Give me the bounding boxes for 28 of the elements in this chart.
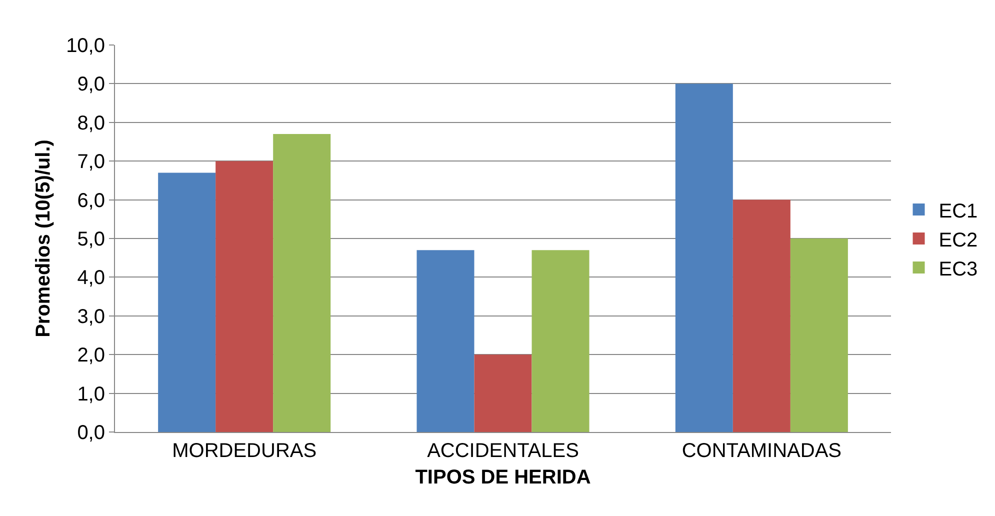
y-tick-label: 10,0 xyxy=(66,35,105,57)
bar xyxy=(474,354,532,432)
bar xyxy=(216,161,274,432)
bar xyxy=(158,172,216,432)
legend-label: EC1 xyxy=(938,200,978,222)
y-tick-label: 6,0 xyxy=(77,190,105,212)
y-tick-label: 9,0 xyxy=(77,74,105,96)
y-tick-label: 7,0 xyxy=(77,151,105,174)
y-tick-label: 8,0 xyxy=(77,112,105,134)
x-tick-label: CONTAMINADAS xyxy=(682,440,842,462)
y-tick-label: 3,0 xyxy=(77,306,105,328)
bar xyxy=(416,250,474,432)
bar xyxy=(273,134,331,432)
x-tick-label: MORDEDURAS xyxy=(172,440,317,462)
y-axis-title: Promedios (10(5)/ul.) xyxy=(32,140,55,338)
y-tick-label: 0,0 xyxy=(77,422,105,444)
bar xyxy=(675,84,733,432)
bar xyxy=(732,200,790,432)
legend-label: EC3 xyxy=(938,258,978,280)
bar xyxy=(790,238,848,432)
y-tick-label: 1,0 xyxy=(77,383,105,406)
x-tick-label: ACCIDENTALES xyxy=(427,440,579,462)
y-tick-label: 5,0 xyxy=(77,228,105,250)
legend-label: EC2 xyxy=(938,229,978,252)
y-tick-label: 4,0 xyxy=(77,267,105,290)
y-tick-label: 2,0 xyxy=(77,344,105,367)
bar xyxy=(532,250,590,432)
x-axis-title: TIPOS DE HERIDA xyxy=(415,466,591,488)
